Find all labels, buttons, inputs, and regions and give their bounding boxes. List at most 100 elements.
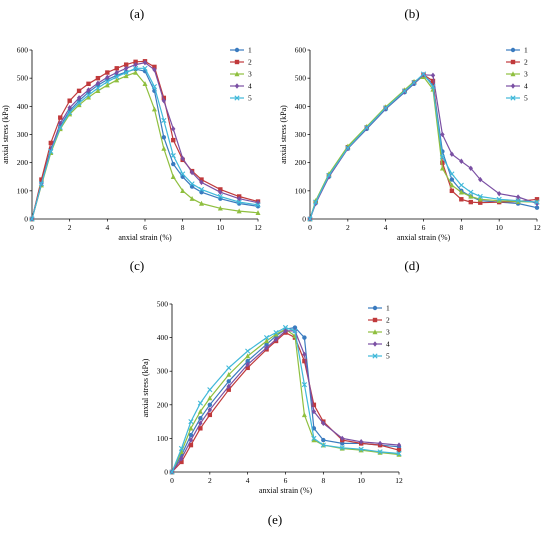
- data-point: [430, 78, 436, 84]
- data-point: [449, 177, 455, 182]
- x-tick-label: 10: [495, 223, 503, 232]
- data-point: [142, 59, 148, 66]
- legend-label: 1: [524, 46, 528, 55]
- data-point: [478, 176, 483, 183]
- data-point: [199, 177, 204, 182]
- y-tick-label: 0: [164, 468, 168, 477]
- data-point: [207, 387, 213, 393]
- data-point: [358, 439, 364, 445]
- data-point: [439, 165, 445, 171]
- series-2: [169, 330, 402, 475]
- data-point: [449, 188, 455, 194]
- x-tick-label: 12: [395, 476, 403, 485]
- data-point: [468, 199, 473, 205]
- data-point: [401, 88, 408, 94]
- data-point: [29, 216, 35, 222]
- data-point: [197, 408, 203, 414]
- data-point: [152, 67, 157, 73]
- legend-entry: 4: [368, 340, 390, 349]
- legend-marker: [234, 83, 240, 89]
- panel-label-d: (d): [404, 258, 419, 273]
- data-point: [178, 445, 185, 452]
- data-point: [459, 197, 464, 202]
- data-point: [468, 165, 473, 171]
- data-point: [152, 64, 157, 70]
- data-point: [114, 74, 120, 80]
- data-point: [67, 109, 73, 116]
- data-point: [226, 379, 231, 384]
- y-tick-label: 500: [157, 300, 169, 309]
- legend-entry: 2: [230, 58, 252, 67]
- data-point: [236, 208, 242, 214]
- series-4: [169, 328, 402, 475]
- data-point: [264, 338, 270, 344]
- data-point: [292, 325, 298, 330]
- data-point: [468, 193, 474, 199]
- x-tick-label: 2: [346, 223, 350, 232]
- data-point: [217, 205, 223, 211]
- data-point: [273, 329, 279, 336]
- series-line: [171, 326, 400, 473]
- data-point: [458, 182, 464, 188]
- y-tick-label: 300: [17, 130, 29, 139]
- data-point: [188, 432, 194, 438]
- x-tick-label: 12: [533, 223, 541, 232]
- series-1: [169, 325, 402, 475]
- data-point: [218, 187, 223, 192]
- y-axis-title: anxial stress (kPa): [1, 105, 10, 164]
- data-point: [207, 402, 213, 407]
- data-point: [226, 371, 232, 377]
- y-tick-label: 300: [295, 130, 307, 139]
- data-point: [161, 95, 167, 101]
- legend-label: 3: [386, 328, 390, 337]
- data-point: [311, 402, 317, 407]
- data-point: [245, 365, 250, 371]
- data-point: [313, 199, 319, 205]
- data-point: [38, 181, 45, 187]
- data-point: [477, 196, 483, 202]
- data-point: [459, 158, 464, 164]
- legend-label: 5: [248, 94, 252, 103]
- data-point: [105, 74, 110, 81]
- data-point: [345, 145, 351, 151]
- data-point: [339, 445, 345, 451]
- x-axis-title: anxial strain (%): [118, 233, 172, 242]
- data-point: [302, 351, 307, 358]
- data-point: [311, 437, 317, 443]
- x-tick-label: 10: [357, 476, 365, 485]
- legend-entry: 5: [230, 94, 252, 103]
- data-point: [311, 408, 317, 415]
- data-point: [114, 77, 120, 83]
- legend-label: 4: [386, 340, 390, 349]
- data-point: [411, 80, 417, 86]
- x-tick-label: 6: [143, 223, 147, 232]
- y-axis-title: anxial stress (kPa): [279, 105, 288, 164]
- data-point: [340, 435, 345, 442]
- data-point: [161, 98, 167, 104]
- x-tick-label: 8: [321, 476, 325, 485]
- legend-label: 3: [248, 70, 252, 79]
- data-point: [123, 62, 129, 67]
- data-point: [179, 455, 184, 462]
- x-tick-label: 8: [459, 223, 463, 232]
- x-tick-label: 8: [181, 223, 185, 232]
- legend-marker: [510, 83, 516, 89]
- series-line: [31, 68, 259, 220]
- data-point: [468, 189, 474, 195]
- data-point: [515, 194, 521, 200]
- data-point: [377, 449, 383, 455]
- series-line: [171, 330, 400, 473]
- data-point: [105, 70, 110, 75]
- data-point: [197, 400, 203, 406]
- data-point: [534, 205, 540, 210]
- data-point: [477, 193, 483, 200]
- series-line: [171, 326, 400, 473]
- data-point: [264, 344, 269, 351]
- legend-marker: [234, 95, 240, 101]
- y-tick-label: 200: [295, 158, 307, 167]
- data-point: [321, 437, 326, 443]
- data-point: [534, 197, 540, 202]
- data-point: [396, 447, 402, 453]
- data-point: [515, 198, 521, 204]
